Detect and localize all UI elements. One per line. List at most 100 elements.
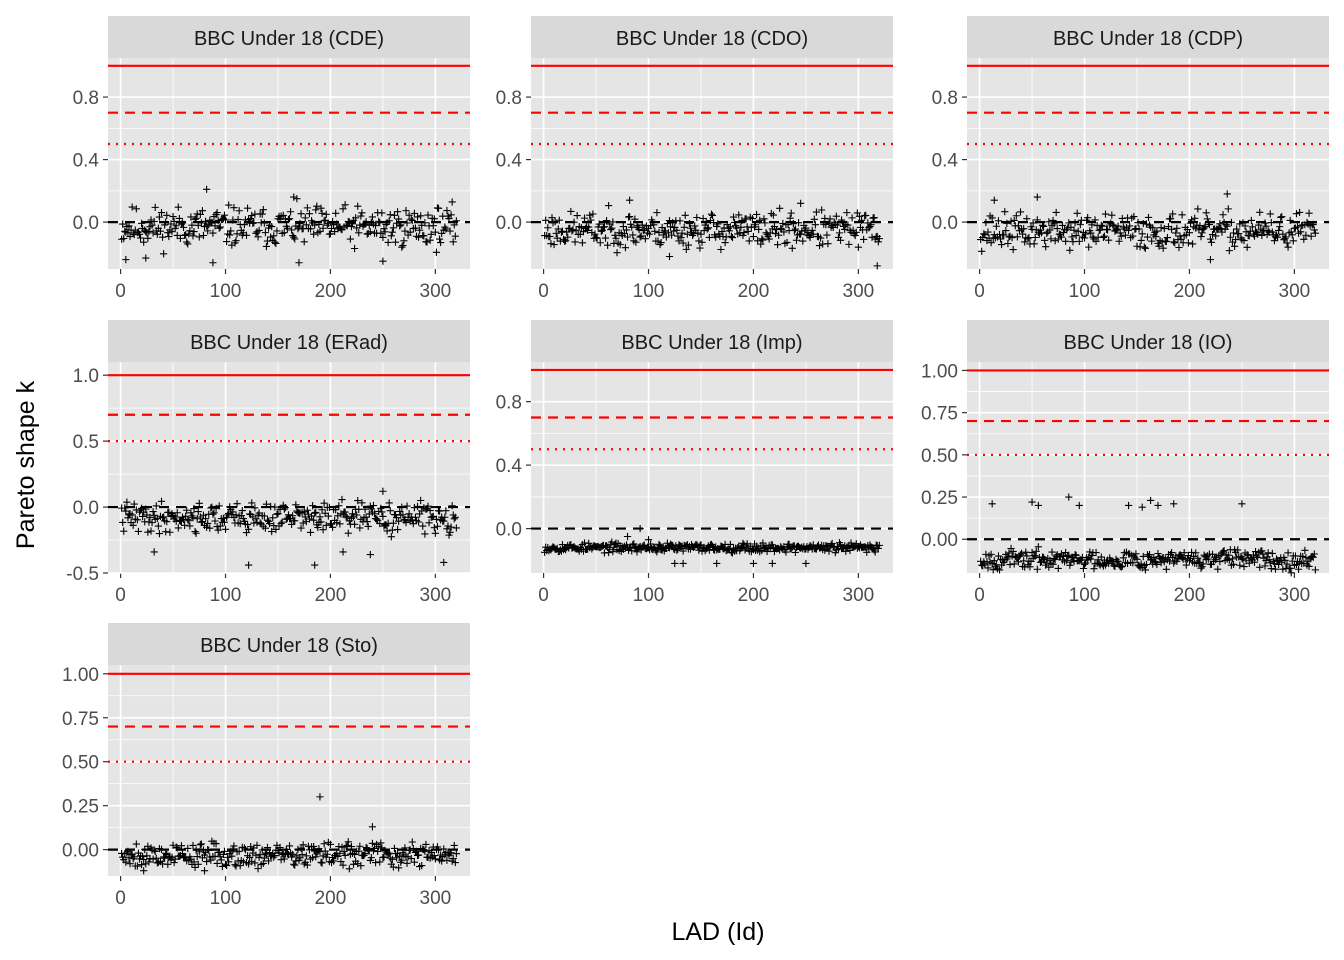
- data-point: [1145, 551, 1154, 559]
- data-point: [704, 224, 712, 232]
- data-point: [1000, 231, 1008, 239]
- panel-background: [108, 362, 470, 573]
- data-point: [554, 225, 562, 233]
- data-point: [990, 557, 998, 565]
- data-point: [283, 224, 292, 232]
- data-point: [150, 846, 158, 854]
- data-point: [1310, 550, 1318, 558]
- data-point: [1200, 551, 1208, 559]
- data-point: [149, 855, 157, 863]
- data-point: [157, 497, 166, 505]
- data-point: [451, 858, 459, 867]
- data-point: [1020, 225, 1028, 233]
- data-point: [364, 522, 372, 531]
- data-point: [1187, 216, 1196, 224]
- data-point: [1114, 557, 1122, 565]
- data-point: [216, 522, 224, 530]
- data-point: [209, 229, 217, 237]
- data-point: [396, 222, 404, 230]
- data-point: [377, 504, 385, 512]
- data-point: [987, 550, 995, 558]
- data-point: [748, 214, 756, 223]
- data-point: [293, 195, 301, 203]
- panel-background: [531, 362, 893, 573]
- data-point: [387, 533, 395, 541]
- data-point: [679, 559, 687, 568]
- data-point: [1309, 220, 1317, 228]
- data-point: [130, 853, 138, 861]
- data-point: [263, 843, 272, 852]
- data-point: [1301, 546, 1309, 554]
- data-point: [1085, 243, 1093, 251]
- data-point: [683, 230, 691, 238]
- data-point: [238, 507, 246, 515]
- data-point: [140, 856, 148, 864]
- data-point: [371, 859, 380, 867]
- data-point: [994, 217, 1003, 225]
- data-point: [655, 228, 663, 237]
- data-point: [1074, 227, 1082, 235]
- data-point: [1026, 563, 1034, 571]
- data-point: [1038, 221, 1047, 229]
- data-point: [1075, 237, 1083, 245]
- facet-panel: BBC Under 18 (IO) 0 100 200 300 0.00 0.25 0.50 0…: [921, 320, 1329, 606]
- data-point: [679, 239, 687, 247]
- data-point: [203, 523, 211, 531]
- data-point: [268, 527, 276, 536]
- data-point: [572, 226, 580, 234]
- data-point: [302, 852, 310, 860]
- data-point: [319, 852, 327, 860]
- data-point: [1154, 501, 1162, 510]
- data-point: [338, 495, 346, 504]
- data-point: [450, 515, 458, 523]
- data-point: [647, 540, 655, 548]
- data-point: [162, 849, 170, 857]
- data-point: [568, 227, 576, 235]
- data-point: [799, 237, 807, 245]
- data-point: [1065, 219, 1073, 227]
- data-point: [685, 219, 694, 228]
- data-point: [407, 854, 415, 863]
- data-point: [1117, 232, 1125, 240]
- data-point: [235, 847, 243, 855]
- data-point: [1045, 563, 1053, 571]
- data-point: [1197, 564, 1205, 572]
- data-point: [1008, 234, 1016, 242]
- data-point: [430, 851, 438, 860]
- y-tick-label: 0.25: [921, 488, 958, 509]
- data-point: [708, 211, 717, 220]
- data-point: [673, 226, 681, 234]
- data-point: [204, 227, 212, 235]
- data-point: [166, 528, 174, 536]
- data-point: [355, 505, 363, 513]
- data-point: [374, 847, 382, 856]
- data-point: [613, 249, 621, 257]
- data-point: [982, 218, 990, 227]
- data-point: [452, 524, 460, 532]
- data-point: [1233, 225, 1241, 233]
- data-point: [597, 227, 605, 235]
- data-point: [163, 518, 171, 526]
- data-point: [674, 232, 682, 240]
- data-point: [1236, 561, 1244, 569]
- data-point: [140, 867, 148, 875]
- data-point: [442, 225, 450, 233]
- data-point: [400, 237, 408, 245]
- data-point: [1049, 216, 1057, 225]
- data-point: [1229, 560, 1238, 568]
- data-point: [612, 234, 620, 242]
- data-point: [197, 518, 205, 526]
- data-point: [403, 219, 411, 227]
- data-point: [369, 501, 378, 510]
- data-point: [403, 502, 411, 510]
- data-point: [1024, 235, 1032, 243]
- data-point: [797, 199, 805, 207]
- data-point: [542, 216, 550, 224]
- data-point: [1224, 551, 1232, 559]
- x-tick-label: 300: [843, 585, 875, 606]
- data-point: [1133, 555, 1141, 563]
- data-point: [233, 500, 241, 508]
- data-point: [1097, 553, 1105, 561]
- data-point: [1072, 231, 1080, 240]
- data-point: [226, 231, 234, 239]
